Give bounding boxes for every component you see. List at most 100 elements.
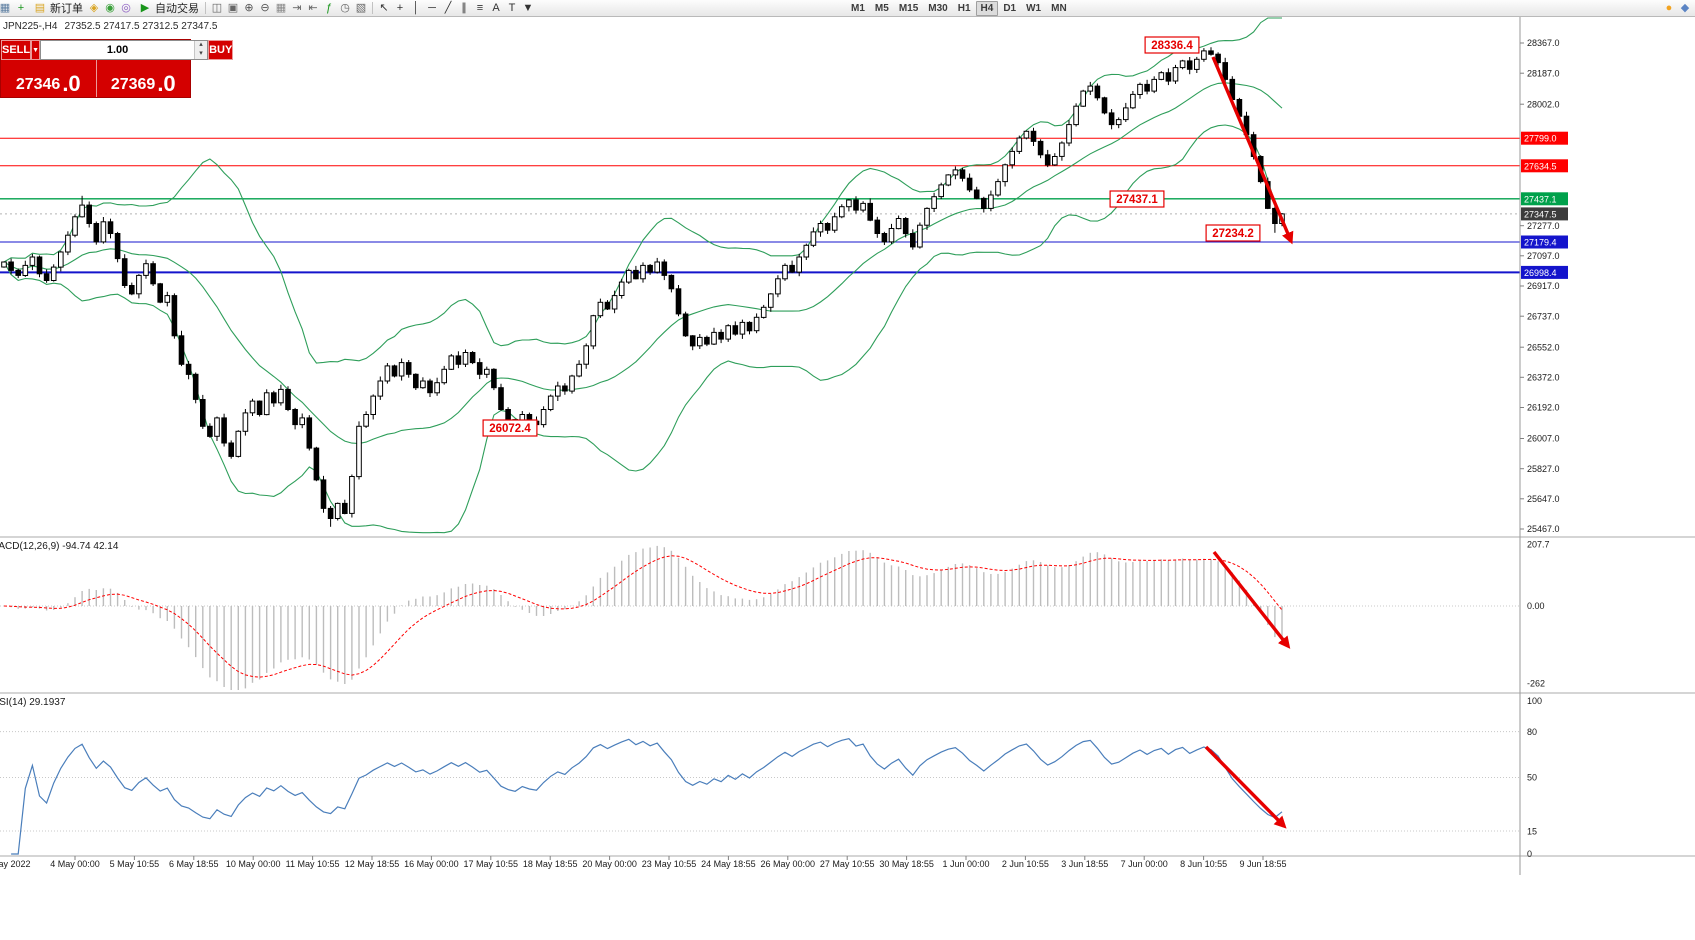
svg-text:8 Jun 10:55: 8 Jun 10:55 <box>1180 859 1227 869</box>
notifications-icon[interactable]: ◆ <box>1680 2 1690 14</box>
volume-increase-button[interactable]: ▴ <box>199 41 203 48</box>
svg-text:25827.0: 25827.0 <box>1527 464 1560 474</box>
chart-shift-icon[interactable]: ⇤ <box>308 1 318 14</box>
volume-decrease-button[interactable]: ▾ <box>199 50 203 57</box>
navigator-icon[interactable]: ◎ <box>121 1 131 14</box>
trend-arrows-layer <box>1204 56 1294 829</box>
timeframe-h4-button[interactable]: H4 <box>975 0 999 16</box>
text-label-icon[interactable]: T <box>508 1 516 14</box>
svg-text:26917.0: 26917.0 <box>1527 281 1560 291</box>
svg-text:30 May 18:55: 30 May 18:55 <box>879 859 934 869</box>
timeframe-h1-button[interactable]: H1 <box>953 1 976 16</box>
sell-price[interactable]: 27346 .0 <box>1 60 96 97</box>
new-chart-icon[interactable]: ▦ <box>0 1 11 14</box>
svg-text:27234.2: 27234.2 <box>1212 228 1254 240</box>
svg-text:3 Jun 18:55: 3 Jun 18:55 <box>1061 859 1108 869</box>
timeframe-mn-button[interactable]: MN <box>1046 1 1072 16</box>
new-order-icon: ▤ <box>34 1 46 14</box>
svg-text:27634.5: 27634.5 <box>1524 161 1557 171</box>
compass-icon[interactable]: ◈ <box>89 1 99 14</box>
periods-icon[interactable]: ◷ <box>340 1 350 14</box>
timeframe-m15-button[interactable]: M15 <box>894 1 923 16</box>
trade-options-dropdown[interactable]: ▼ <box>31 40 41 60</box>
toolbar-separator <box>205 2 206 14</box>
new-order-button[interactable]: ▤ 新订单 <box>29 1 86 16</box>
timeframe-m1-button[interactable]: M1 <box>846 1 870 16</box>
autotrading-label: 自动交易 <box>155 3 199 15</box>
trade-widget-controls-row: SELL ▼ ▴ ▾ BUY <box>1 40 234 60</box>
trendline-icon[interactable]: ╱ <box>444 1 452 14</box>
cascade-windows-icon[interactable]: ▣ <box>227 1 239 14</box>
svg-text:17 May 10:55: 17 May 10:55 <box>464 859 519 869</box>
svg-text:16 May 00:00: 16 May 00:00 <box>404 859 459 869</box>
sell-button[interactable]: SELL <box>1 40 32 60</box>
one-click-trading-widget: SELL ▼ ▴ ▾ BUY 27346 .0 27369 .0 <box>0 39 234 98</box>
volume-spinner: ▴ ▾ <box>194 41 208 59</box>
svg-text:50: 50 <box>1527 773 1537 783</box>
svg-text:26 May 00:00: 26 May 00:00 <box>761 859 816 869</box>
buy-price[interactable]: 27369 .0 <box>95 60 191 97</box>
svg-text:26998.4: 26998.4 <box>1524 268 1557 278</box>
timeframe-w1-button[interactable]: W1 <box>1021 1 1046 16</box>
toolbar-chart-group: ▦ + <box>0 1 29 16</box>
indicators-icon[interactable]: ƒ <box>325 1 333 14</box>
svg-text:26372.0: 26372.0 <box>1527 373 1560 383</box>
timeframe-m5-button[interactable]: M5 <box>870 1 894 16</box>
text-icon[interactable]: A <box>492 1 500 14</box>
zoom-out-icon[interactable]: ⊖ <box>260 1 270 14</box>
svg-text:27097.0: 27097.0 <box>1527 251 1560 261</box>
macd-panel-layer: 207.7 0.00 -262 MACD(12,26,9) -94.74 42.14 <box>0 540 1550 690</box>
timeframe-d1-button[interactable]: D1 <box>998 1 1021 16</box>
svg-text:27277.0: 27277.0 <box>1527 221 1560 231</box>
svg-text:18 May 18:55: 18 May 18:55 <box>523 859 578 869</box>
toolbar-separator <box>372 2 373 14</box>
svg-text:9 Jun 18:55: 9 Jun 18:55 <box>1239 859 1286 869</box>
timeframe-m30-button[interactable]: M30 <box>923 1 952 16</box>
svg-text:RSI(14) 29.1937: RSI(14) 29.1937 <box>0 697 66 708</box>
cursor-icon[interactable]: ↖ <box>379 1 389 14</box>
autotrading-icon: ▶ <box>140 1 150 14</box>
svg-text:28336.4: 28336.4 <box>1151 40 1193 52</box>
autotrading-button[interactable]: ▶ 自动交易 <box>134 1 202 16</box>
grid-toggle-icon[interactable]: ▦ <box>275 1 287 14</box>
market-watch-icon[interactable]: ◉ <box>105 1 115 14</box>
svg-text:26737.0: 26737.0 <box>1527 311 1560 321</box>
svg-text:0: 0 <box>1527 849 1532 859</box>
symbol-ohlc-values: 27352.5 27417.5 27312.5 27347.5 <box>64 21 218 32</box>
auto-scroll-icon[interactable]: ⇥ <box>292 1 302 14</box>
vertical-line-icon[interactable]: │ <box>412 1 420 14</box>
svg-text:7 Jun 00:00: 7 Jun 00:00 <box>1121 859 1168 869</box>
svg-text:MACD(12,26,9) -94.74 42.14: MACD(12,26,9) -94.74 42.14 <box>0 541 119 552</box>
volume-input[interactable] <box>41 41 195 59</box>
channel-icon[interactable]: ∥ <box>461 1 467 14</box>
main-toolbar: ▦ + ▤ 新订单 ◈ ◉ ◎ ▶ 自动交易 ◫ ▣ ⊕ ⊖ ▦ ⇥ ⇤ ƒ ◷ ▧ ↖ + │ ─ ╱ ∥ ≡ A T… <box>0 0 1695 17</box>
chart-plus-icon[interactable]: + <box>17 1 25 14</box>
timeframe-toolbar: M1 M5 M15 M30 H1 H4 D1 W1 MN <box>846 0 1072 16</box>
fibonacci-icon[interactable]: ≡ <box>476 1 484 14</box>
templates-icon[interactable]: ▧ <box>355 1 367 14</box>
rsi-panel-layer: 100 80 50 15 0 RSI(14) 29.1937 <box>0 696 1542 859</box>
buy-button[interactable]: BUY <box>208 40 234 60</box>
tile-windows-icon[interactable]: ◫ <box>211 1 223 14</box>
svg-text:0.00: 0.00 <box>1527 601 1545 611</box>
svg-text:26192.0: 26192.0 <box>1527 403 1560 413</box>
arrows-tool-icon[interactable]: ▼ <box>522 1 534 14</box>
community-icon[interactable]: ● <box>1665 2 1673 14</box>
buy-price-main: 27369 <box>110 76 156 93</box>
svg-text:12 May 18:55: 12 May 18:55 <box>345 859 400 869</box>
horizontal-line-icon[interactable]: ─ <box>428 1 436 14</box>
symbol-info: JPN225-,H4 27352.5 27417.5 27312.5 27347.… <box>3 21 217 32</box>
svg-text:20 May 00:00: 20 May 00:00 <box>582 859 637 869</box>
svg-text:28367.0: 28367.0 <box>1527 38 1560 48</box>
zoom-in-icon[interactable]: ⊕ <box>244 1 254 14</box>
crosshair-icon[interactable]: + <box>396 1 404 14</box>
toolbar-drawing-group: ↖ + │ ─ ╱ ∥ ≡ A T ▼ <box>376 1 536 16</box>
axes-layer: 28367.0 28187.0 28002.0 27277.0 27097.0 26917… <box>0 17 1695 875</box>
svg-text:26552.0: 26552.0 <box>1527 342 1560 352</box>
svg-text:27799.0: 27799.0 <box>1524 134 1557 144</box>
svg-text:27 May 10:55: 27 May 10:55 <box>820 859 875 869</box>
svg-text:26007.0: 26007.0 <box>1527 434 1560 444</box>
svg-text:27437.1: 27437.1 <box>1524 194 1557 204</box>
svg-text:6 May 18:55: 6 May 18:55 <box>169 859 219 869</box>
